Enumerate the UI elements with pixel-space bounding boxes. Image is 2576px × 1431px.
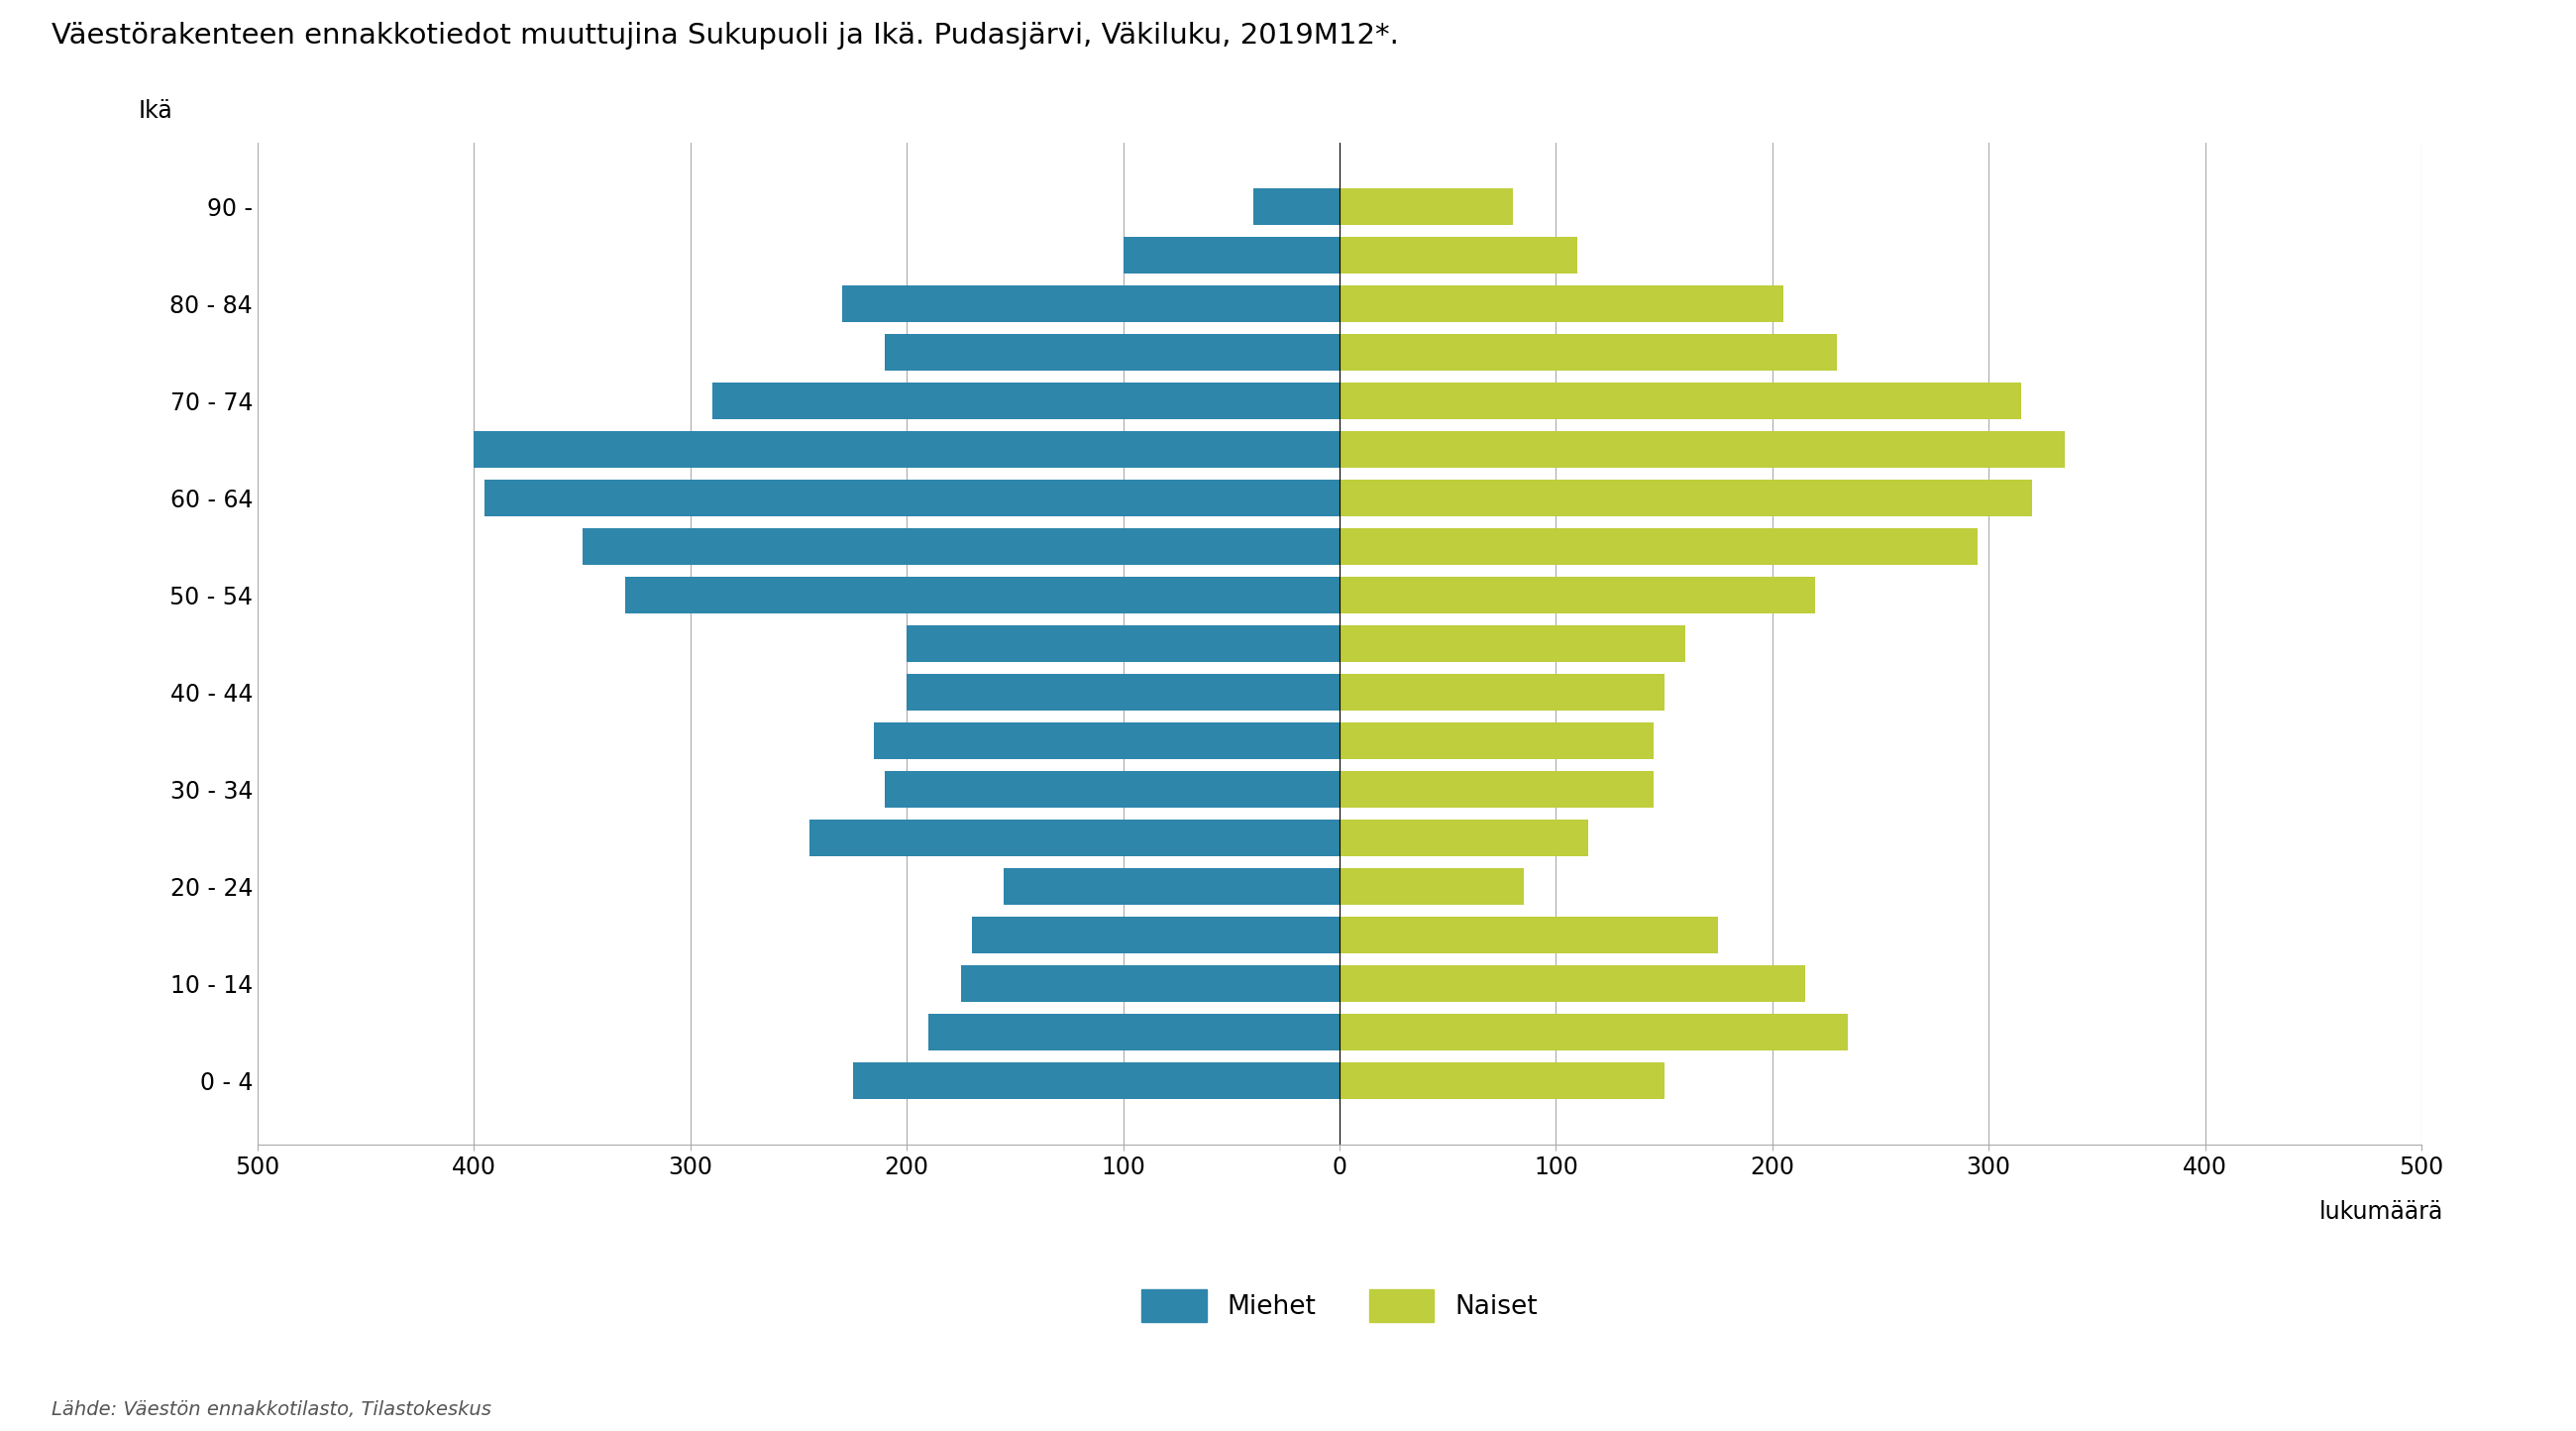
- Bar: [1005, 869, 1340, 904]
- Bar: [711, 384, 1340, 419]
- Bar: [1340, 577, 1816, 614]
- Text: lukumäärä: lukumäärä: [2318, 1199, 2442, 1224]
- Bar: [1340, 869, 1522, 904]
- Bar: [1340, 1015, 1847, 1050]
- Bar: [1340, 771, 1654, 809]
- Bar: [1340, 384, 2022, 419]
- Bar: [1340, 625, 1685, 663]
- Text: Väestörakenteen ennakkotiedot muuttujina Sukupuoli ja Ikä. Pudasjärvi, Väkiluku,: Väestörakenteen ennakkotiedot muuttujina…: [52, 21, 1399, 49]
- Bar: [484, 479, 1340, 517]
- Bar: [1340, 917, 1718, 953]
- Bar: [1340, 479, 2032, 517]
- Bar: [873, 723, 1340, 760]
- Bar: [1340, 966, 1806, 1002]
- Bar: [842, 286, 1340, 322]
- Bar: [886, 335, 1340, 371]
- Bar: [474, 432, 1340, 468]
- Bar: [809, 820, 1340, 856]
- Bar: [1340, 1063, 1664, 1099]
- Bar: [971, 917, 1340, 953]
- Bar: [1340, 335, 1837, 371]
- Bar: [1340, 723, 1654, 760]
- Bar: [1340, 432, 2063, 468]
- Bar: [1123, 238, 1340, 273]
- Bar: [1340, 674, 1664, 711]
- Text: Lähde: Väestön ennakkotilasto, Tilastokeskus: Lähde: Väestön ennakkotilasto, Tilastoke…: [52, 1401, 492, 1420]
- Bar: [907, 674, 1340, 711]
- Bar: [1340, 189, 1512, 225]
- Bar: [907, 625, 1340, 663]
- Bar: [853, 1063, 1340, 1099]
- Bar: [626, 577, 1340, 614]
- Bar: [927, 1015, 1340, 1050]
- Bar: [1252, 189, 1340, 225]
- Text: Ikä: Ikä: [139, 99, 173, 123]
- Legend: Miehet, Naiset: Miehet, Naiset: [1131, 1279, 1548, 1332]
- Bar: [1340, 238, 1577, 273]
- Bar: [961, 966, 1340, 1002]
- Bar: [1340, 820, 1589, 856]
- Bar: [1340, 286, 1783, 322]
- Bar: [582, 528, 1340, 565]
- Bar: [886, 771, 1340, 809]
- Bar: [1340, 528, 1978, 565]
